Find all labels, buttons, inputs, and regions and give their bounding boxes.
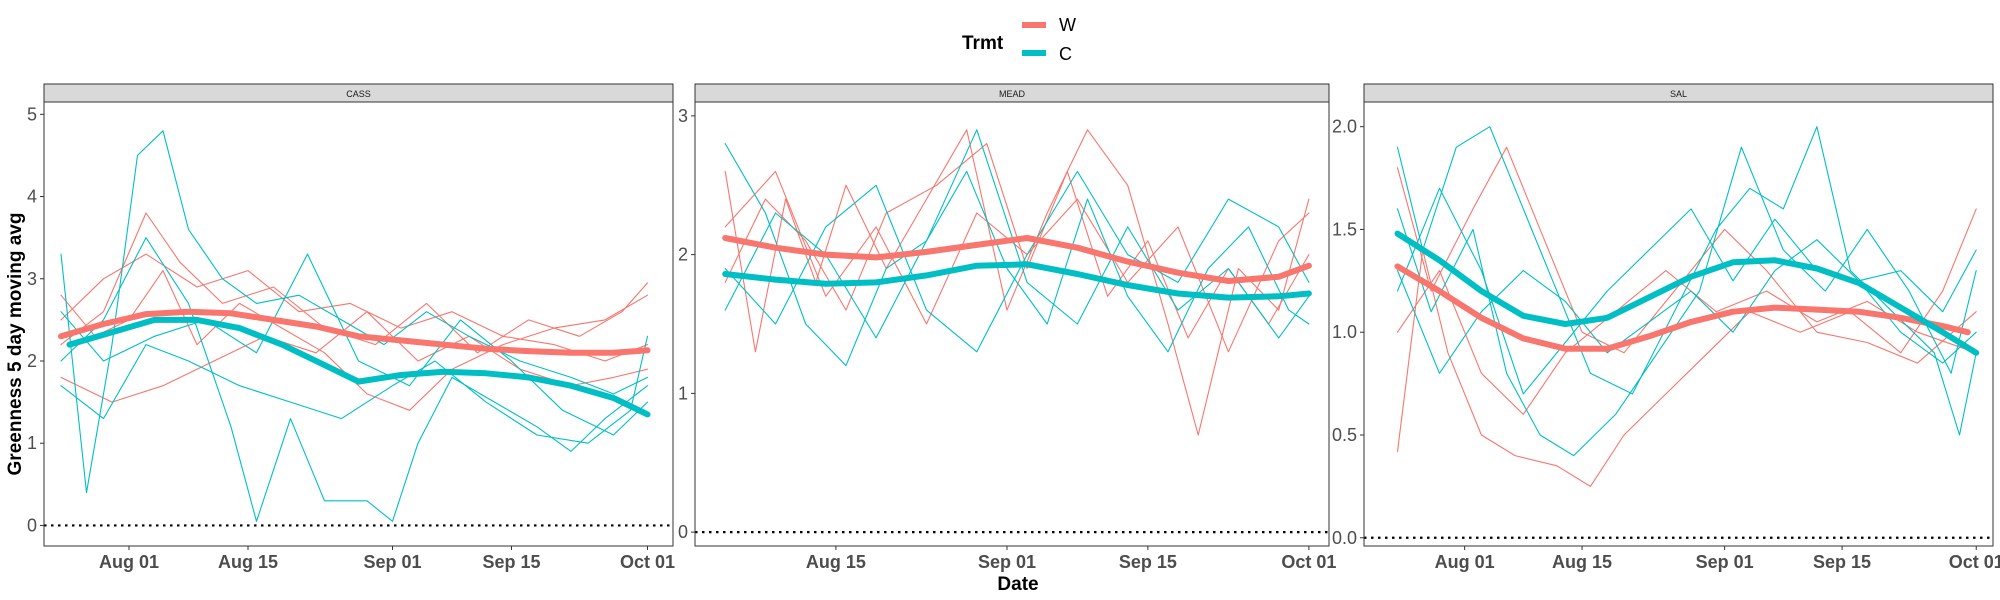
y-tick-label: 1 xyxy=(678,383,688,403)
facet-strip-label: CASS xyxy=(346,89,371,99)
smooth-line-w xyxy=(1394,263,1971,352)
x-tick-label: Aug 15 xyxy=(218,552,278,572)
raw-line-w xyxy=(60,270,649,411)
x-tick-label: Sep 01 xyxy=(363,552,421,572)
y-tick-label: 1.5 xyxy=(1332,219,1357,239)
x-tick-label: Aug 01 xyxy=(1435,552,1495,572)
y-tick-label: 5 xyxy=(27,104,37,124)
y-tick-label: 3 xyxy=(27,269,37,289)
y-tick-label: 0.0 xyxy=(1332,528,1357,548)
raw-line-c xyxy=(1396,146,1977,457)
facet-strip-label: SAL xyxy=(1670,89,1687,99)
plot-area xyxy=(695,129,1329,534)
y-tick-label: 3 xyxy=(678,106,688,126)
y-axis-title: Greenness 5 day moving avg xyxy=(5,213,26,476)
raw-line-c xyxy=(60,253,649,436)
raw-line-c xyxy=(724,143,1310,367)
plot-area xyxy=(44,130,673,527)
x-axis-title: Date xyxy=(997,574,1038,595)
raw-line-w xyxy=(724,143,1310,339)
legend-label-c: C xyxy=(1059,44,1072,64)
facet-panels: CASS 0 1 2 3 4 5 Aug 01 Aug 15 Sep 01 Sep 15 Oct 01… xyxy=(27,83,2000,572)
raw-line-w xyxy=(60,212,649,354)
x-tick-label: Sep 01 xyxy=(1696,552,1754,572)
x-tick-label: Sep 15 xyxy=(1813,552,1871,572)
y-tick-label: 0 xyxy=(27,515,37,535)
raw-line-c xyxy=(1396,239,1977,374)
raw-line-c xyxy=(60,335,649,444)
raw-line-w xyxy=(60,253,649,362)
x-tick-label: Sep 01 xyxy=(978,552,1036,572)
facet-panel-cass: CASS 0 1 2 3 4 5 Aug 01 Aug 15 Sep 01 Sep 15 Oct 01 xyxy=(27,83,675,572)
y-tick-label: 2 xyxy=(678,245,688,265)
smooth-line-c xyxy=(1394,230,1980,356)
panel-border xyxy=(43,101,674,547)
y-tick-label: 2 xyxy=(27,351,37,371)
x-tick-label: Aug 15 xyxy=(806,552,866,572)
plot-area xyxy=(1364,126,1993,539)
panel-border xyxy=(694,101,1330,547)
x-tick-label: Aug 15 xyxy=(1552,552,1612,572)
x-tick-label: Sep 15 xyxy=(482,552,540,572)
smooth-line-c xyxy=(66,316,651,418)
raw-line-w xyxy=(1396,270,1977,415)
facet-strip-label: MEAD xyxy=(999,89,1026,99)
legend-label-w: W xyxy=(1059,15,1076,35)
y-tick-label: 1.0 xyxy=(1332,322,1357,342)
raw-line-w xyxy=(1396,146,1977,364)
y-tick-label: 0.5 xyxy=(1332,425,1357,445)
x-tick-label: Oct 01 xyxy=(620,552,675,572)
y-tick-label: 1 xyxy=(27,433,37,453)
raw-line-w xyxy=(60,311,649,403)
smooth-line-w xyxy=(722,235,1312,284)
x-tick-label: Aug 01 xyxy=(99,552,159,572)
smooth-line-c xyxy=(722,261,1312,301)
smooth-line-w xyxy=(58,308,651,356)
raw-line-c xyxy=(724,129,1310,339)
legend: Trmt W C xyxy=(962,15,1076,64)
y-tick-label: 4 xyxy=(27,187,37,207)
raw-line-c xyxy=(724,170,1310,353)
x-tick-label: Oct 01 xyxy=(1949,552,2000,572)
legend-title: Trmt xyxy=(962,33,1004,54)
facet-panel-sal: SAL 0.0 0.5 1.0 1.5 2.0 Aug 01 Aug 15 Sep 01 Sep … xyxy=(1332,83,2000,572)
facet-panel-mead: MEAD 0 1 2 3 Aug 15 Sep 01 Sep 15 Oct 01 xyxy=(678,83,1336,572)
x-tick-label: Sep 15 xyxy=(1119,552,1177,572)
x-tick-label: Oct 01 xyxy=(1281,552,1336,572)
raw-line-c xyxy=(60,130,649,494)
panel-border xyxy=(1363,101,1994,547)
y-tick-label: 2.0 xyxy=(1332,117,1357,137)
y-tick-label: 0 xyxy=(678,522,688,542)
raw-line-w xyxy=(1396,208,1977,487)
raw-line-c xyxy=(60,237,649,522)
